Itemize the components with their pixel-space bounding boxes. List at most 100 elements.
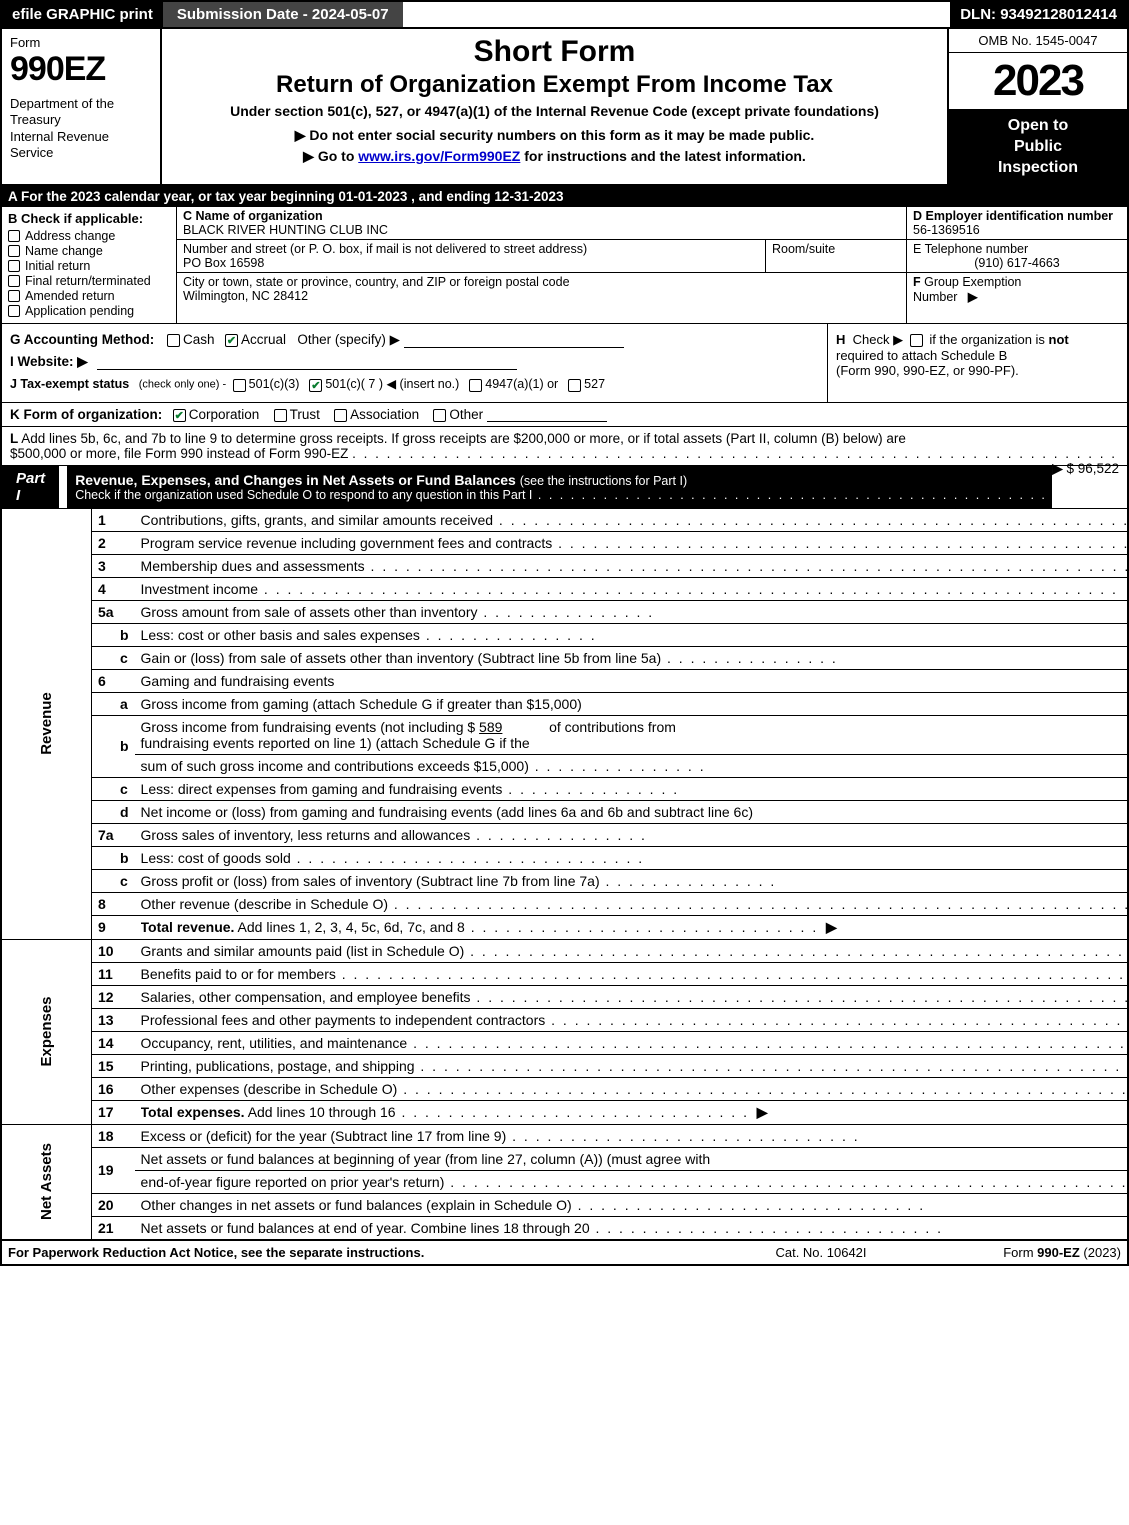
checkbox-icon[interactable] xyxy=(167,334,180,347)
h-post: if the organization is xyxy=(929,332,1048,347)
checkbox-icon[interactable] xyxy=(910,334,923,347)
arrow-icon: ▶ xyxy=(826,919,837,935)
ln-desc: Total expenses. Add lines 10 through 16 … xyxy=(135,1100,1129,1124)
l-text2: $500,000 or more, file Form 990 instead … xyxy=(10,446,1119,461)
ln-desc: sum of such gross income and contributio… xyxy=(135,754,1129,777)
chk-initial-return[interactable]: Initial return xyxy=(8,259,170,273)
checkbox-icon[interactable] xyxy=(309,379,322,392)
ln-num: c xyxy=(91,646,134,669)
footer-left: For Paperwork Reduction Act Notice, see … xyxy=(8,1245,721,1260)
i-label: I Website: ▶ xyxy=(10,354,88,369)
ln-desc-text: Gain or (loss) from sale of assets other… xyxy=(141,650,662,666)
chk-name-change[interactable]: Name change xyxy=(8,244,170,258)
ln-desc: Other expenses (describe in Schedule O) xyxy=(135,1077,1129,1100)
ln-num: b xyxy=(91,715,134,777)
part1-check-text: Check if the organization used Schedule … xyxy=(75,488,1129,502)
arrow-icon: ▶ xyxy=(968,290,978,304)
chk-address-change[interactable]: Address change xyxy=(8,229,170,243)
checkbox-icon[interactable] xyxy=(233,379,246,392)
ln-desc: Net assets or fund balances at beginning… xyxy=(135,1147,1129,1170)
ln-desc-text: Less: direct expenses from gaming and fu… xyxy=(141,781,503,797)
open-inspection: Open toPublicInspection xyxy=(949,110,1127,184)
other-specify-input[interactable] xyxy=(404,334,624,348)
k-trust: Trust xyxy=(290,407,320,422)
part1-title-text: Revenue, Expenses, and Changes in Net As… xyxy=(75,472,516,488)
form-header: Form 990EZ Department of theTreasuryInte… xyxy=(2,29,1127,186)
checkbox-icon xyxy=(8,275,20,287)
checkbox-icon[interactable] xyxy=(469,379,482,392)
ln-num: 9 xyxy=(91,915,134,939)
checkbox-icon[interactable] xyxy=(433,409,446,422)
checkbox-icon[interactable] xyxy=(173,409,186,422)
sub3-pre: ▶ Go to xyxy=(303,148,358,164)
ln-desc: Gross amount from sale of assets other t… xyxy=(135,600,1129,623)
checkbox-icon xyxy=(8,260,20,272)
subtitle-1: Under section 501(c), 527, or 4947(a)(1)… xyxy=(170,103,939,119)
c-name-label: C Name of organization xyxy=(183,209,323,223)
ln-desc-text: Add lines 10 through 16 xyxy=(248,1104,396,1120)
ln-num: 6 xyxy=(91,669,134,692)
k-corp: Corporation xyxy=(189,407,260,422)
phone-block: E Telephone number (910) 617-4663 xyxy=(907,240,1127,273)
main-title: Return of Organization Exempt From Incom… xyxy=(170,71,939,99)
chk-application-pending[interactable]: Application pending xyxy=(8,304,170,318)
accrual-label: Accrual xyxy=(241,332,286,347)
lines-table: Revenue 1 Contributions, gifts, grants, … xyxy=(2,508,1129,1239)
room-cell: Room/suite xyxy=(766,240,906,272)
ln-desc-text: Contributions, gifts, grants, and simila… xyxy=(141,512,494,528)
checkbox-icon[interactable] xyxy=(274,409,287,422)
footer-r-post: (2023) xyxy=(1080,1245,1121,1260)
h-not: not xyxy=(1049,332,1069,347)
ln-desc-text: Membership dues and assessments xyxy=(141,558,365,574)
k-assoc: Association xyxy=(350,407,419,422)
chk-final-return[interactable]: Final return/terminated xyxy=(8,274,170,288)
ln-num: 10 xyxy=(91,939,134,962)
ln-num: 18 xyxy=(91,1124,134,1147)
cash-label: Cash xyxy=(183,332,215,347)
gh-row: G Accounting Method: Cash Accrual Other … xyxy=(2,324,1127,402)
form-title-block: Short Form Return of Organization Exempt… xyxy=(162,29,947,184)
website-row: I Website: ▶ xyxy=(10,354,819,370)
j-sub: (check only one) - xyxy=(139,379,226,391)
ln-desc: Gross income from fundraising events (no… xyxy=(135,715,1129,754)
section-b: B Check if applicable: Address change Na… xyxy=(2,207,177,323)
ln-num: 2 xyxy=(91,531,134,554)
subtitle-2: ▶ Do not enter social security numbers o… xyxy=(170,127,939,144)
checkbox-icon xyxy=(8,305,20,317)
j-4947: 4947(a)(1) or xyxy=(485,377,558,391)
l-text: L Add lines 5b, 6c, and 7b to line 9 to … xyxy=(10,431,1119,446)
ln-desc-text: Program service revenue including govern… xyxy=(141,535,553,551)
ln-num: 1 xyxy=(91,508,134,531)
checkbox-icon xyxy=(8,230,20,242)
street-cell: Number and street (or P. O. box, if mail… xyxy=(177,240,766,272)
ln-desc: Occupancy, rent, utilities, and maintena… xyxy=(135,1031,1129,1054)
ln-desc: Grants and similar amounts paid (list in… xyxy=(135,939,1129,962)
ln-desc-text: Other expenses (describe in Schedule O) xyxy=(141,1081,398,1097)
ln-num: 3 xyxy=(91,554,134,577)
h-column: H Check ▶ if the organization is not req… xyxy=(827,324,1127,401)
org-name-row: C Name of organization BLACK RIVER HUNTI… xyxy=(177,207,906,240)
chk-amended-return[interactable]: Amended return xyxy=(8,289,170,303)
ln-desc: Net assets or fund balances at end of ye… xyxy=(135,1216,1129,1239)
section-a: A For the 2023 calendar year, or tax yea… xyxy=(2,186,1127,207)
room-label: Room/suite xyxy=(772,242,835,256)
website-input[interactable] xyxy=(97,356,517,370)
g-column: G Accounting Method: Cash Accrual Other … xyxy=(2,324,827,401)
checkbox-icon[interactable] xyxy=(568,379,581,392)
submission-date: Submission Date - 2024-05-07 xyxy=(163,2,403,27)
checkbox-icon[interactable] xyxy=(334,409,347,422)
ln-desc-text: Gross amount from sale of assets other t… xyxy=(141,604,478,620)
k-other-input[interactable] xyxy=(487,408,607,422)
ln-desc-text: Benefits paid to or for members xyxy=(141,966,336,982)
ln-desc-text: Gross sales of inventory, less returns a… xyxy=(141,827,471,843)
irs-link[interactable]: www.irs.gov/Form990EZ xyxy=(358,148,520,164)
footer-r-bold: 990-EZ xyxy=(1037,1245,1080,1260)
other-label: Other (specify) ▶ xyxy=(297,332,400,347)
checkbox-icon[interactable] xyxy=(225,334,238,347)
sub3-post: for instructions and the latest informat… xyxy=(520,148,805,164)
ln-num: d xyxy=(91,800,134,823)
h-txt2: required to attach Schedule B xyxy=(836,348,1007,363)
ln-num: 19 xyxy=(91,1147,134,1193)
address-row: Number and street (or P. O. box, if mail… xyxy=(177,240,906,273)
ln-num: 5a xyxy=(91,600,134,623)
